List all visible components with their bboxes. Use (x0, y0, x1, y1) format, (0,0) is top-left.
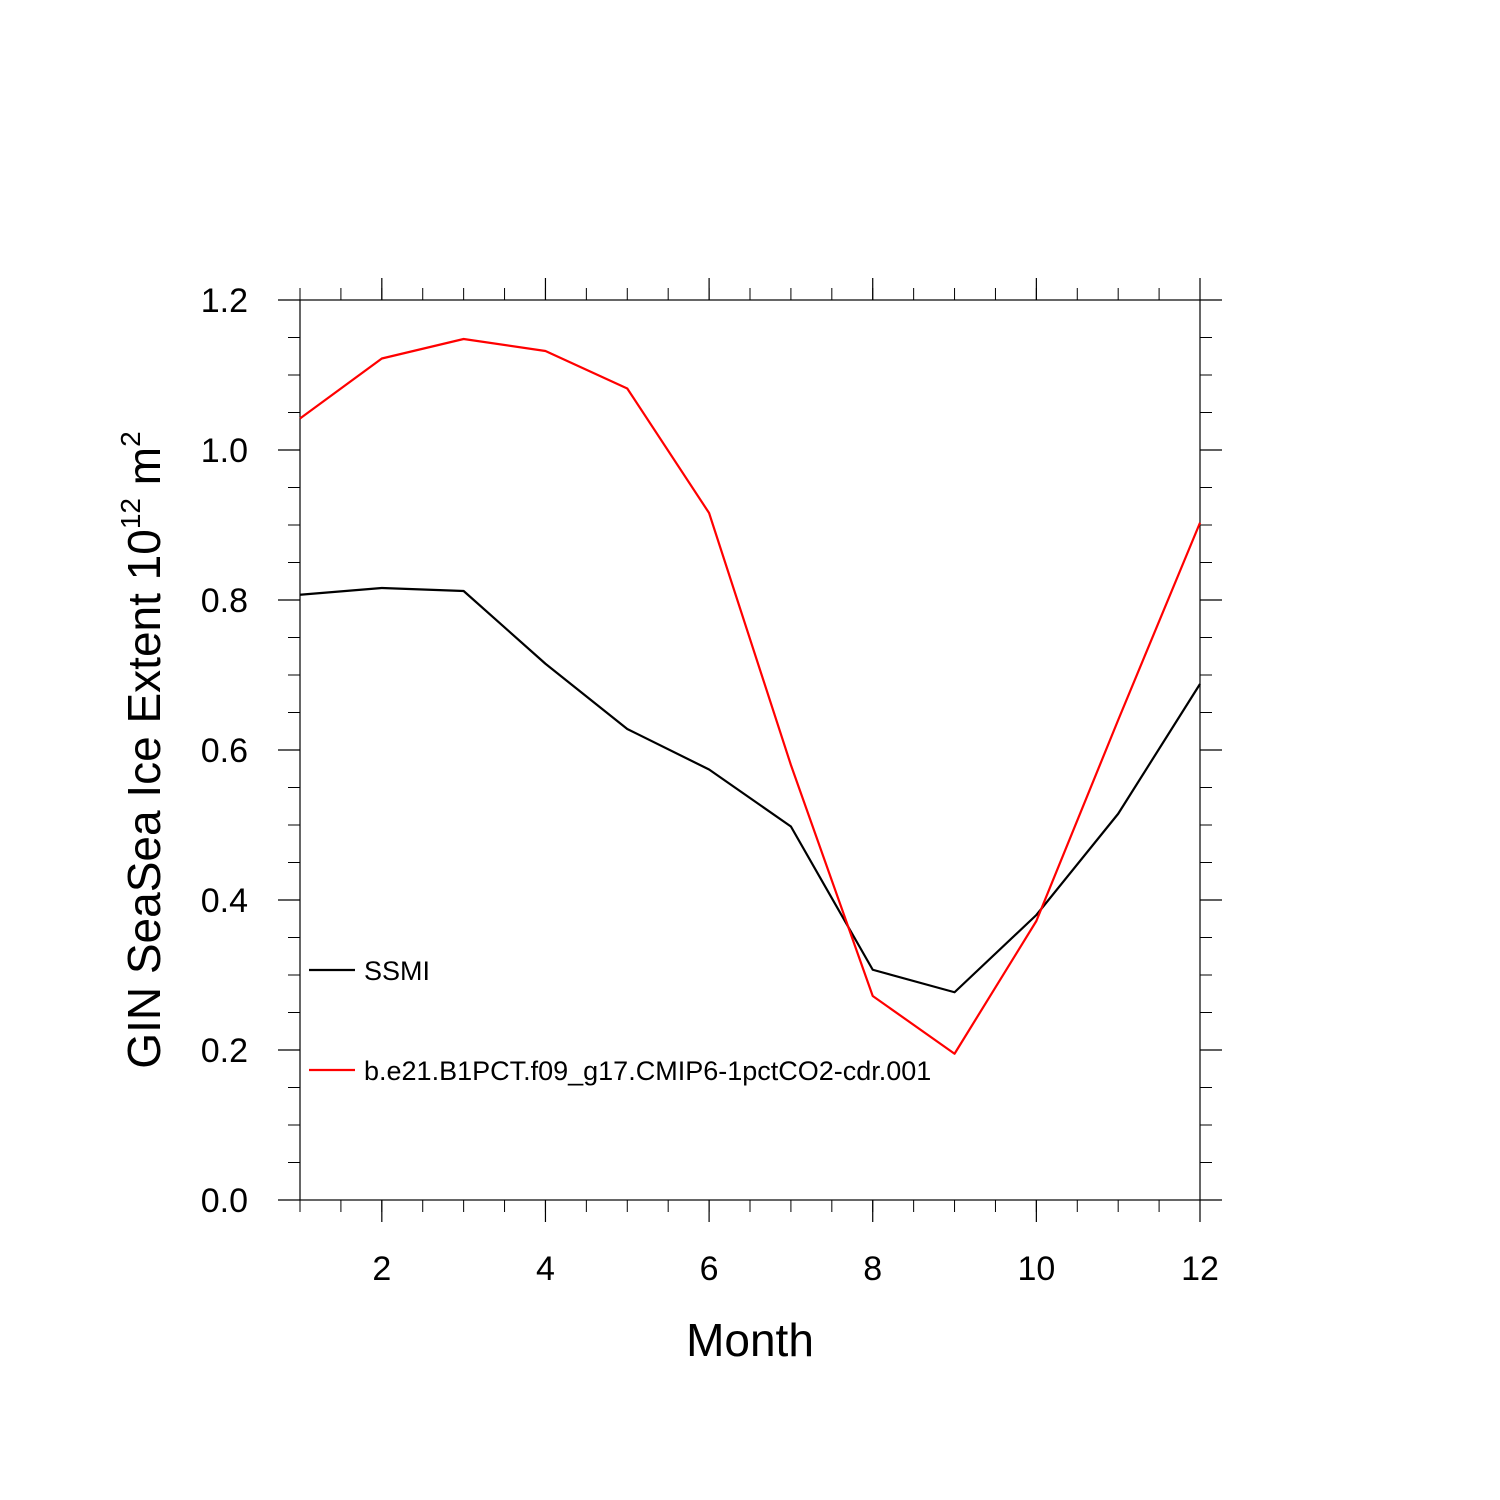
y-tick-label: 1.2 (201, 282, 248, 320)
x-tick-label: 12 (1181, 1250, 1219, 1288)
y-axis-title: GIN SeaSea Ice Extent 1012 m2 (115, 431, 170, 1068)
legend-label-model: b.e21.B1PCT.f09_g17.CMIP6-1pctCO2-cdr.00… (364, 1056, 931, 1086)
legend-label-ssmi: SSMI (364, 956, 430, 986)
series-lines (299, 337, 1202, 1055)
y-tick-label: 1.0 (201, 432, 248, 470)
x-tick-label: 2 (372, 1250, 391, 1288)
x-tick-label: 10 (1017, 1250, 1055, 1288)
y-tick-labels: 0.0 0.2 0.4 0.6 0.8 1.0 1.2 (201, 282, 248, 1220)
x-tick-label: 6 (700, 1250, 719, 1288)
y-axis-title-exponent: 12 (115, 498, 146, 529)
plot-frame (299, 299, 1201, 1201)
y-tick-label: 0.0 (201, 1182, 248, 1220)
x-tick-labels: 2 4 6 8 10 12 (372, 1250, 1219, 1288)
y-tick-label: 0.8 (201, 582, 248, 620)
x-tick-label: 4 (536, 1250, 555, 1288)
y-tick-label: 0.6 (201, 732, 248, 770)
y-tick-label: 0.4 (201, 882, 248, 920)
series-line-ssmi (299, 586, 1201, 994)
y-axis-title-unit-exponent: 2 (115, 431, 146, 447)
x-axis-title: Month (686, 1314, 814, 1366)
y-axis-title-unit: m (118, 447, 170, 498)
x-tick-label: 8 (863, 1250, 882, 1288)
legend: SSMI b.e21.B1PCT.f09_g17.CMIP6-1pctCO2-c… (309, 956, 931, 1086)
series-line-model (299, 337, 1202, 1055)
y-axis-title-main: GIN SeaSea Ice Extent 10 (118, 529, 170, 1069)
major-tick-marks (278, 278, 1222, 1222)
y-tick-label: 0.2 (201, 1032, 248, 1070)
